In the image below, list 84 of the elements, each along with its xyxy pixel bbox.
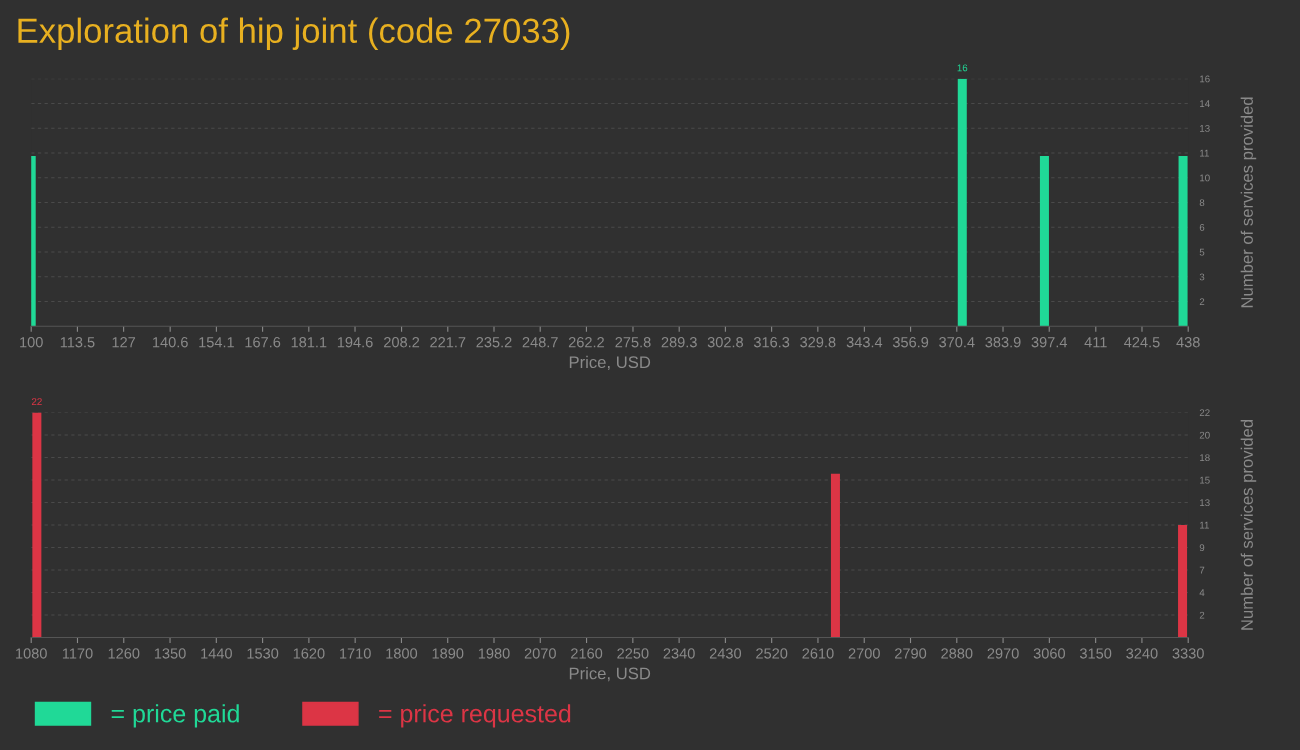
y-tick-label: 20 (1199, 431, 1210, 439)
x-tick-label: 3150 (1079, 648, 1112, 659)
y-tick-label: 7 (1199, 566, 1205, 574)
y-axis-title: Number of services provided (1240, 97, 1257, 308)
x-tick-label: 343.4 (846, 337, 883, 348)
x-tick-label: 1890 (432, 648, 464, 659)
x-tick-label: 2610 (802, 648, 834, 659)
x-tick-label: 1980 (478, 648, 510, 659)
x-tick-label: 3240 (1126, 648, 1158, 659)
x-tick-label: 316.3 (753, 337, 790, 348)
chart-title: Exploration of hip joint (code 27033) (18, 17, 570, 50)
x-tick-label: 2430 (709, 648, 742, 659)
legend-label: = price paid (111, 704, 239, 728)
bar (32, 412, 42, 638)
x-tick-label: 1350 (154, 648, 186, 659)
x-tick-label: 2070 (524, 648, 556, 659)
x-tick-label: 356.9 (892, 337, 929, 348)
x-tick-label: 2160 (571, 648, 603, 659)
x-tick-label: 113.5 (60, 337, 95, 348)
x-tick-label: 1170 (62, 648, 93, 659)
x-tick-label: 221.7 (430, 337, 466, 348)
x-tick-label: 127 (112, 337, 136, 348)
x-tick-label: 248.7 (522, 337, 558, 348)
y-tick-label: 14 (1200, 100, 1210, 108)
y-tick-label: 10 (1200, 174, 1210, 182)
y-tick-label: 22 (1199, 409, 1210, 417)
x-tick-label: 181.1 (291, 337, 327, 348)
data-label: 22 (31, 398, 42, 405)
x-tick-label: 2880 (941, 648, 973, 659)
x-tick-label: 2700 (848, 648, 880, 659)
x-tick-label: 289.3 (661, 337, 697, 348)
y-tick-label: 11 (1200, 521, 1209, 529)
x-tick-label: 302.8 (707, 337, 744, 348)
x-tick-label: 383.9 (985, 337, 1021, 348)
x-tick-label: 235.2 (476, 337, 512, 348)
x-tick-label: 3330 (1172, 648, 1204, 659)
y-tick-label: 8 (1199, 199, 1205, 207)
y-tick-label: 2 (1199, 298, 1205, 306)
data-label: 16 (957, 64, 968, 72)
y-tick-label: 2 (1199, 611, 1205, 619)
x-tick-label: 2250 (617, 648, 649, 659)
y-tick-label: 3 (1199, 273, 1205, 281)
x-tick-label: 140.6 (153, 337, 188, 348)
x-tick-label: 154.1 (199, 337, 234, 348)
x-tick-label: 1440 (201, 648, 232, 659)
y-tick-label: 16 (1200, 75, 1210, 83)
x-tick-label: 2520 (756, 648, 788, 659)
x-tick-label: 3060 (1033, 648, 1066, 659)
x-tick-label: 1080 (16, 648, 47, 659)
x-axis-title: Price, USD (569, 667, 651, 682)
y-tick-label: 5 (1199, 248, 1205, 256)
x-tick-label: 2970 (987, 648, 1019, 659)
y-tick-label: 15 (1200, 476, 1210, 484)
x-tick-label: 100 (20, 337, 43, 348)
x-tick-label: 1620 (293, 648, 325, 659)
y-tick-label: 6 (1199, 223, 1205, 231)
y-tick-label: 9 (1199, 544, 1205, 552)
x-tick-label: 262.2 (568, 337, 604, 348)
x-tick-label: 167.6 (245, 337, 281, 348)
x-tick-label: 329.8 (800, 337, 836, 348)
bar (830, 473, 840, 638)
x-tick-label: 275.8 (615, 337, 651, 348)
x-tick-label: 424.5 (1124, 337, 1160, 348)
x-axis-title: Price, USD (569, 355, 651, 371)
y-tick-label: 11 (1200, 149, 1209, 157)
x-tick-label: 1710 (340, 648, 371, 659)
y-tick-label: 13 (1200, 499, 1210, 507)
x-tick-label: 370.4 (939, 337, 975, 348)
y-tick-label: 18 (1200, 454, 1210, 462)
bar (1178, 525, 1188, 638)
x-tick-label: 397.4 (1031, 337, 1068, 348)
legend-label: = price requested (379, 704, 571, 728)
x-tick-label: 438 (1176, 337, 1200, 348)
y-axis-title: Number of services provided (1240, 420, 1257, 630)
x-tick-label: 194.6 (337, 337, 373, 348)
y-tick-label: 13 (1200, 124, 1210, 132)
x-tick-label: 2790 (895, 648, 927, 659)
x-tick-label: 1800 (386, 648, 418, 659)
x-tick-label: 208.2 (384, 337, 420, 348)
x-tick-label: 2340 (663, 648, 695, 659)
x-tick-label: 1530 (247, 648, 279, 659)
x-tick-label: 411 (1084, 337, 1107, 348)
x-tick-label: 1260 (108, 648, 140, 659)
y-tick-label: 4 (1199, 589, 1205, 597)
